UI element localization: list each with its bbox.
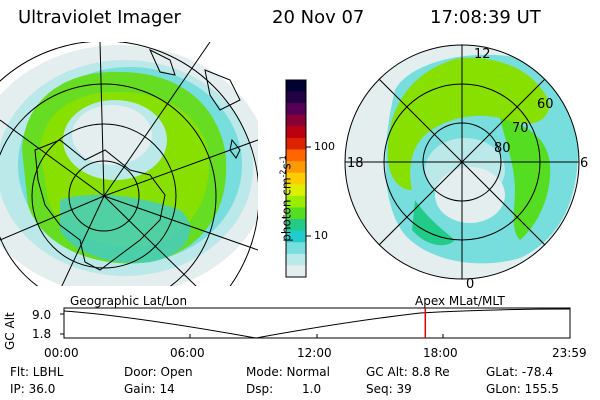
colorbar-swatch (286, 195, 306, 208)
colorbar-swatch (286, 149, 306, 162)
polar-grid (344, 44, 580, 280)
colorbar-tick-10: 10 (314, 229, 328, 242)
gcalt-info: GC Alt: 8.8 Re (366, 365, 450, 379)
timeline-xtick-1: 06:00 (170, 346, 205, 360)
lat-label-60: 60 (537, 97, 554, 112)
colorbar-swatch (286, 126, 306, 139)
dsp-value: 1.0 (302, 382, 322, 396)
colorbar-swatch (286, 114, 306, 127)
ip-info: IP: 36.0 (10, 382, 56, 396)
timeline-ytop: 9.0 (32, 308, 52, 322)
colorbar-swatch (286, 80, 306, 93)
filter-info: Flt: LBHL (10, 365, 64, 379)
mlt-label-6: 6 (580, 156, 589, 171)
instrument-title: Ultraviolet Imager (18, 7, 181, 28)
colorbar-swatch (286, 230, 306, 243)
glon-info: GLon: 155.5 (486, 382, 559, 396)
colorbar-swatch (286, 242, 306, 255)
colorbar-tick-100: 100 (314, 140, 335, 153)
colorbar-swatch (286, 161, 306, 174)
colorbar-unit-label: photon cm-2s-1 (278, 155, 294, 242)
magnetic-caption: Apex MLat/MLT (415, 294, 505, 308)
gain-info: Gain: 14 (124, 382, 175, 396)
geographic-caption: Geographic Lat/Lon (70, 294, 188, 308)
colorbar-swatch (286, 172, 306, 185)
colorbar-swatch (286, 184, 306, 197)
date-label: 20 Nov 07 (272, 7, 365, 28)
glat-info: GLat: -78.4 (486, 365, 553, 379)
colorbar-swatch (286, 137, 306, 151)
timeline-plot (60, 307, 571, 339)
time-label: 17:08:39 UT (430, 7, 541, 28)
seq-info: Seq: 39 (366, 382, 412, 396)
timeline-ylabel: GC Alt (3, 312, 17, 350)
colorbar-swatch (286, 219, 306, 232)
timeline-xtick-4: 23:59 (552, 346, 587, 360)
mlt-label-0: 0 (466, 277, 475, 292)
colorbar-swatch (286, 103, 306, 116)
geographic-map (0, 42, 258, 286)
dsp-label: Dsp: (246, 382, 274, 396)
door-info: Door: Open (124, 365, 193, 379)
lat-label-80: 80 (494, 141, 511, 156)
colorbar-swatch (286, 207, 306, 220)
mode-info: Mode: Normal (246, 365, 330, 379)
lat-label-70: 70 (512, 121, 529, 136)
colorbar-swatch (286, 265, 306, 278)
colorbar (285, 79, 311, 278)
timeline-xtick-3: 18:00 (423, 346, 458, 360)
timeline-ybottom: 1.8 (32, 327, 52, 341)
mlt-label-18: 18 (347, 156, 364, 171)
colorbar-swatch (286, 253, 306, 266)
mlt-label-12: 12 (474, 47, 491, 62)
timeline-xtick-2: 12:00 (297, 346, 332, 360)
colorbar-swatch (286, 91, 306, 104)
timeline-xtick-0: 00:00 (44, 346, 79, 360)
